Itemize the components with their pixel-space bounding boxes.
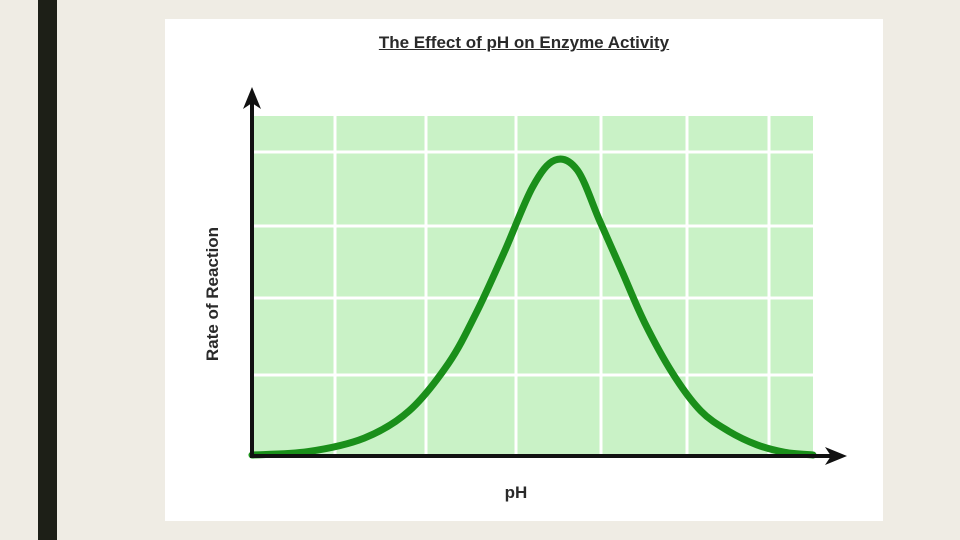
y-axis-arrow-icon: [243, 87, 261, 109]
chart-plot: [243, 87, 847, 465]
x-axis-label: pH: [504, 483, 528, 502]
chart-title: The Effect of pH on Enzyme Activity: [378, 33, 670, 52]
chart-card: The Effect of pH on Enzyme Activity Rate…: [165, 19, 883, 521]
x-axis-arrow-icon: [825, 447, 847, 465]
plot-area: [252, 116, 813, 455]
slide-side-bar: [38, 0, 57, 540]
series-line: [248, 155, 817, 459]
